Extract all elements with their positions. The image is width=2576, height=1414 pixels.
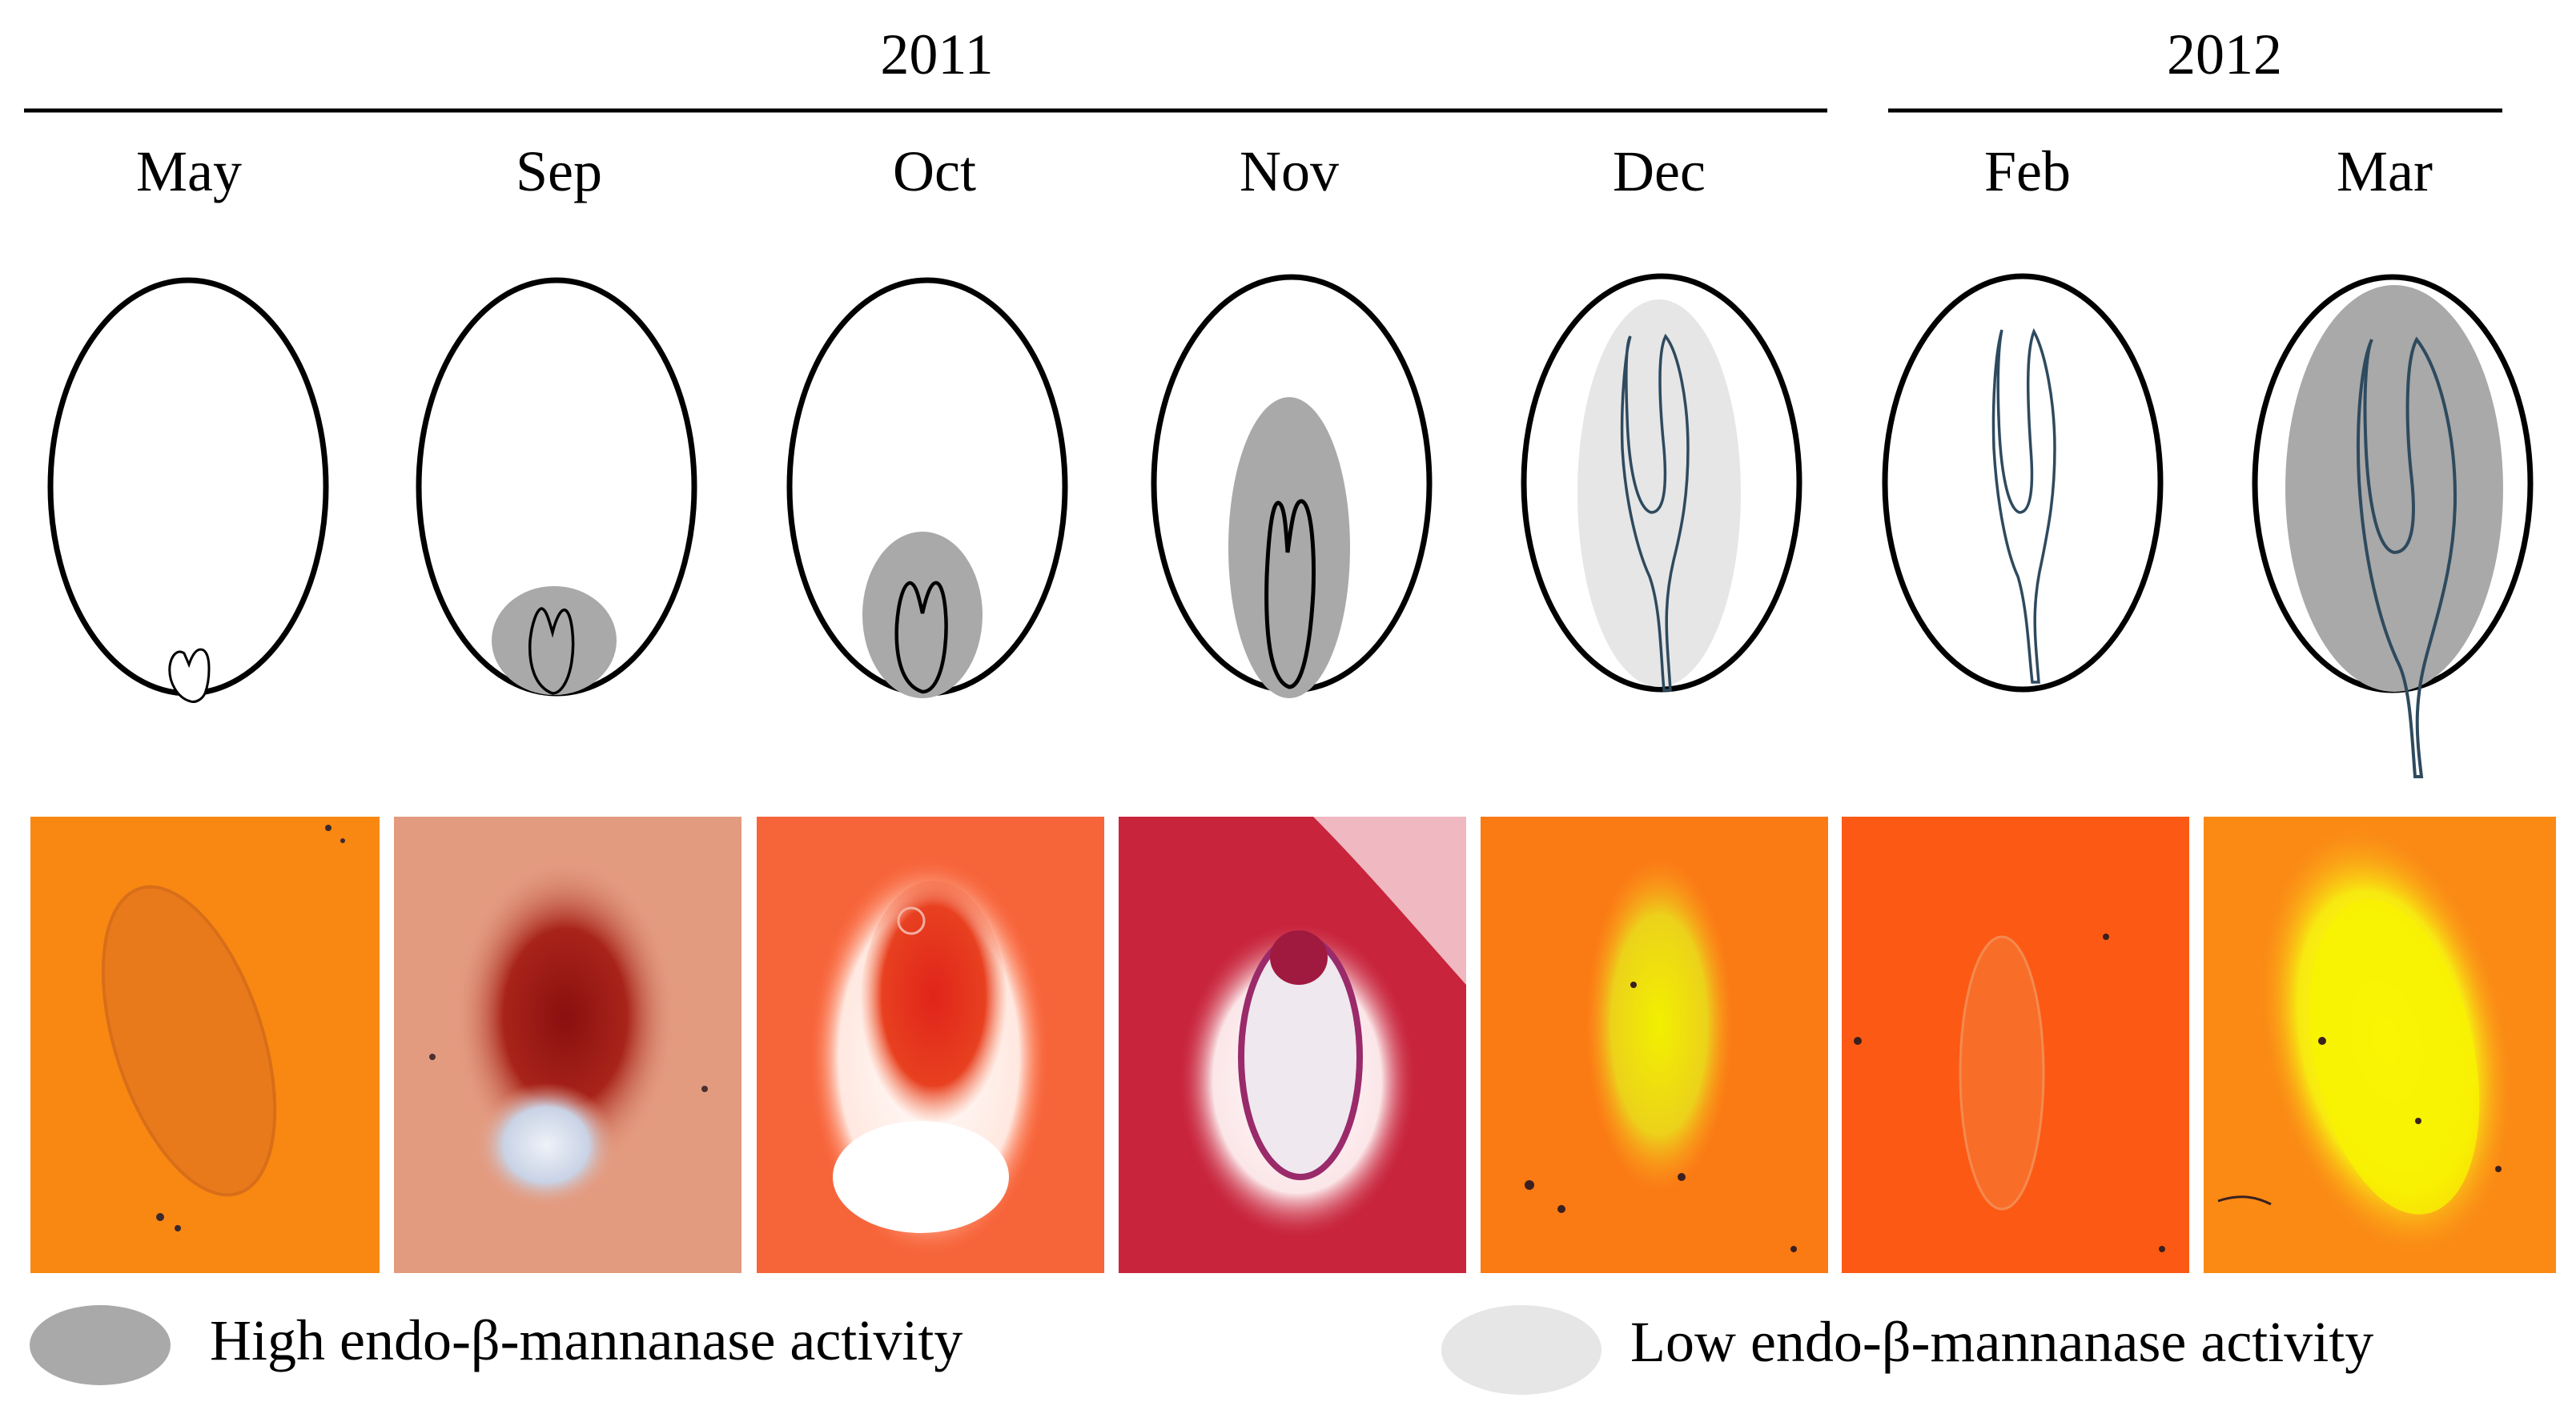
- seed-imprint: [101, 885, 277, 1197]
- speck: [175, 1225, 181, 1231]
- month-label-may: May: [136, 139, 242, 203]
- seed-diagram-feb: [1882, 273, 2164, 693]
- speck: [1854, 1037, 1862, 1045]
- legend: High endo-β-mannanase activity Low endo-…: [30, 1305, 2373, 1395]
- embryo-spot: [476, 1083, 617, 1207]
- speck: [2318, 1037, 2326, 1045]
- activity-stain: [1585, 857, 1733, 1193]
- year-label-2011: 2011: [880, 22, 993, 86]
- speck: [1790, 1246, 1797, 1252]
- seed-diagram-mar: [2252, 274, 2534, 778]
- embryo: [528, 607, 575, 695]
- embryo: [1991, 327, 2056, 684]
- speck: [2159, 1246, 2165, 1252]
- speck: [2415, 1118, 2421, 1124]
- embryo-spot: [833, 1121, 1009, 1233]
- pale-corner: [1313, 817, 1466, 985]
- photo-dec: [1481, 817, 1828, 1273]
- legend-low-swatch: [1441, 1305, 1601, 1395]
- month-label-nov: Nov: [1240, 139, 1339, 203]
- seed-diagram-may: [47, 277, 329, 703]
- month-label-mar: Mar: [2337, 139, 2433, 203]
- speck: [325, 825, 332, 831]
- high-activity-zone: [862, 532, 983, 698]
- embryo: [1620, 333, 1690, 692]
- activity-stain: [860, 881, 1007, 1137]
- photo-mar: [2204, 817, 2556, 1273]
- seed-diagram-nov: [1151, 274, 1433, 698]
- embryo: [1264, 499, 1316, 689]
- low-activity-zone: [1577, 299, 1741, 687]
- speck: [897, 906, 926, 935]
- month-label-feb: Feb: [1984, 139, 2071, 203]
- speck: [2495, 1166, 2502, 1172]
- seed-imprint: [1959, 935, 2045, 1211]
- seed-diagram-sep: [416, 277, 697, 697]
- photo-sep: [394, 817, 741, 1273]
- embryo: [2356, 336, 2457, 778]
- speck: [429, 1054, 436, 1060]
- seed-diagram-oct: [786, 277, 1068, 698]
- legend-high-label: High endo-β-mannanase activity: [210, 1308, 962, 1372]
- month-label-oct: Oct: [893, 139, 976, 203]
- speck: [2103, 934, 2109, 940]
- fiber: [2217, 1195, 2272, 1206]
- speck: [1525, 1180, 1534, 1190]
- seed-outline: [47, 277, 329, 697]
- photo-oct: [757, 817, 1104, 1273]
- seed-diagram-dec: [1521, 273, 1802, 693]
- speck: [1678, 1173, 1686, 1181]
- legend-high-swatch: [30, 1305, 171, 1385]
- activity-stain-core: [2309, 899, 2480, 1215]
- embryo: [168, 648, 211, 703]
- month-label-dec: Dec: [1613, 139, 1706, 203]
- month-label-sep: Sep: [516, 139, 602, 203]
- legend-low-label: Low endo-β-mannanase activity: [1630, 1310, 2373, 1374]
- photo-feb: [1842, 817, 2189, 1273]
- embryo-tip: [1270, 930, 1328, 985]
- embryo: [894, 580, 948, 694]
- high-activity-zone: [492, 586, 617, 695]
- speck: [1557, 1205, 1565, 1213]
- photo-may: [30, 817, 380, 1273]
- high-activity-zone: [2285, 285, 2503, 692]
- speck: [156, 1213, 164, 1221]
- photo-nov: [1119, 817, 1466, 1273]
- speck: [1630, 982, 1637, 988]
- speck: [701, 1086, 708, 1092]
- speck: [340, 838, 345, 843]
- year-label-2012: 2012: [2167, 22, 2282, 86]
- seed-outline: [1882, 273, 2164, 693]
